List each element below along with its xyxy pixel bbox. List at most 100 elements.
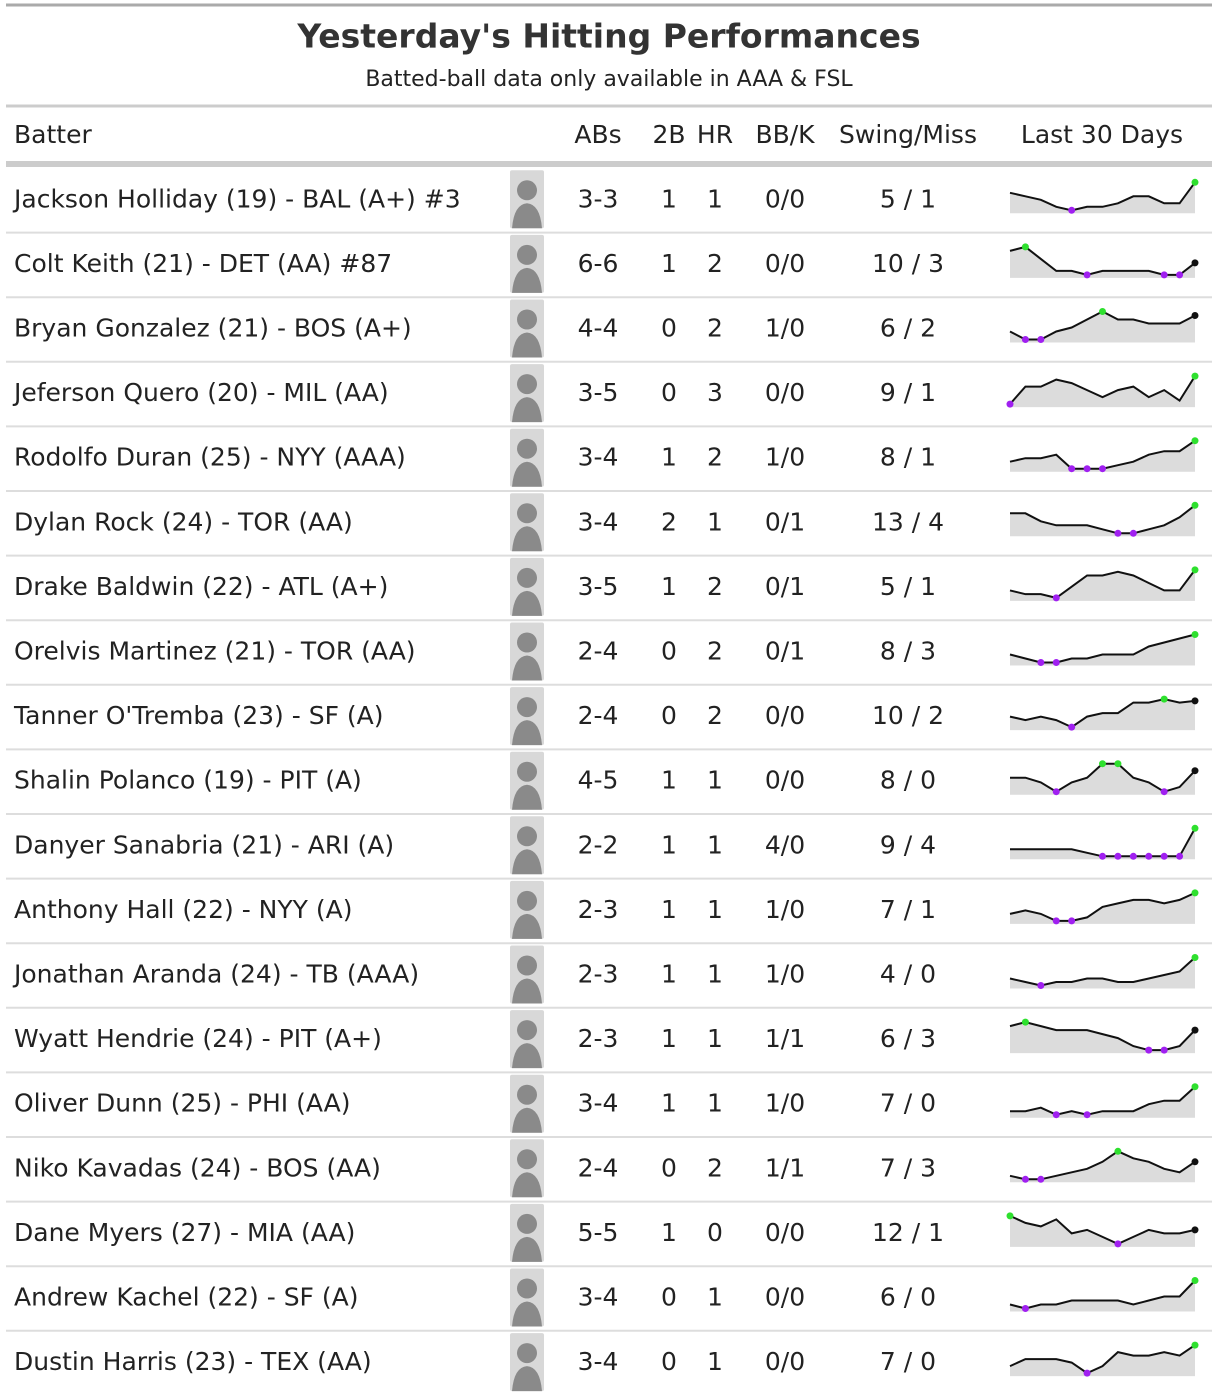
cell: 2-3: [578, 960, 619, 989]
headshot-head: [517, 567, 537, 588]
cell: 10 / 3: [872, 249, 944, 278]
sparkline: [1010, 504, 1196, 535]
cell: 12 / 1: [872, 1218, 944, 1247]
sparkline-point: [1099, 760, 1106, 768]
sparkline-area: [1010, 1280, 1195, 1312]
cell: 0/0: [765, 378, 805, 407]
cell: 7 / 0: [880, 1347, 936, 1376]
cell: 2: [707, 637, 723, 666]
headshot-head: [517, 1343, 537, 1364]
headshot-body: [512, 1043, 542, 1069]
headshot-head: [517, 697, 537, 718]
sparkline-area: [1010, 892, 1195, 924]
cell: 2: [707, 572, 723, 601]
sparkline-point: [1068, 206, 1076, 214]
sparkline-point: [1160, 271, 1168, 279]
sparkline-point: [1191, 1277, 1199, 1284]
title: Yesterday's Hitting Performances: [296, 17, 920, 56]
sparkline-point: [1176, 852, 1184, 860]
sparkline-point: [1099, 465, 1106, 473]
sparkline-point: [1191, 1083, 1199, 1091]
cell: 0: [661, 1283, 677, 1312]
sparkline-point: [1191, 767, 1199, 775]
cell: 1: [707, 766, 723, 795]
sparkline-point: [1083, 1111, 1091, 1119]
sparkline-point: [1083, 465, 1091, 473]
sparkline-point: [1191, 1026, 1199, 1034]
sparkline-point: [1191, 259, 1199, 267]
cell: 0/0: [765, 1218, 805, 1247]
sparkline-area: [1010, 505, 1195, 537]
sparkline-point: [1191, 501, 1199, 509]
headshot-body: [512, 784, 542, 810]
sparkline-point: [1068, 917, 1076, 925]
sparkline-point: [1006, 1212, 1014, 1220]
headshot-head: [517, 1149, 537, 1170]
cell: Jonathan Aranda (24) - TB (AAA): [12, 960, 419, 989]
sparkline-point: [1114, 1240, 1122, 1248]
cell: Shalin Polanco (19) - PIT (A): [14, 766, 362, 795]
cell: 1: [661, 249, 677, 278]
cell: 3-3: [578, 184, 619, 213]
sparkline: [1009, 375, 1196, 405]
cell: 7 / 1: [880, 895, 936, 924]
headshot-body: [512, 397, 542, 423]
cell: 1/0: [765, 314, 805, 343]
cell: 2-4: [578, 637, 619, 666]
cell: 2-4: [578, 701, 619, 730]
headshot-head: [517, 1020, 537, 1041]
headshot-head: [517, 503, 537, 524]
headshot-body: [512, 590, 542, 616]
sparkline-point: [1145, 852, 1153, 860]
cell: 0/0: [765, 249, 805, 278]
column-header: 2B: [652, 120, 685, 149]
sparkline-point: [1191, 566, 1199, 574]
cell: 0/0: [765, 1347, 805, 1376]
cell: Tanner O'Tremba (23) - SF (A): [13, 701, 384, 730]
sparkline-point: [1191, 697, 1199, 705]
sparkline-point: [1021, 1305, 1029, 1312]
cell: 6-6: [578, 249, 619, 278]
cell: 0: [661, 1153, 677, 1182]
sparkline-area: [1010, 1151, 1195, 1183]
sparkline-point: [1099, 852, 1106, 860]
headshot-head: [517, 1084, 537, 1105]
cell: Jackson Holliday (19) - BAL (A+) #3: [12, 184, 461, 213]
cell: Colt Keith (21) - DET (AA) #87: [14, 249, 392, 278]
cell: 1: [707, 960, 723, 989]
cell: 1/0: [765, 443, 805, 472]
subtitle: Batted-ball data only available in AAA &…: [365, 67, 853, 92]
sparkline-point: [1191, 312, 1199, 319]
sparkline-point: [1191, 824, 1199, 832]
sparkline-point: [1083, 1369, 1091, 1377]
sparkline-point: [1037, 659, 1045, 666]
headshot-body: [512, 267, 542, 293]
sparkline-point: [1191, 1226, 1199, 1234]
cell: 1/0: [765, 1089, 805, 1118]
cell: 3-4: [578, 1347, 619, 1376]
cell: 4-5: [578, 766, 619, 795]
sparkline-point: [1160, 852, 1168, 860]
sparkline-area: [1010, 828, 1195, 860]
cell: 1: [661, 766, 677, 795]
headshot-head: [517, 244, 537, 265]
cell: 3: [707, 378, 723, 407]
cell: 0: [707, 1218, 723, 1247]
cell: Wyatt Hendrie (24) - PIT (A+): [14, 1024, 382, 1053]
sparkline-point: [1160, 695, 1168, 703]
column-header: Last 30 Days: [1021, 120, 1183, 149]
cell: 2: [707, 443, 723, 472]
headshot-head: [517, 309, 537, 330]
sparkline-area: [1010, 376, 1195, 408]
headshot-body: [512, 1107, 542, 1133]
cell: 0/0: [765, 184, 805, 213]
cell: Andrew Kachel (22) - SF (A): [14, 1283, 359, 1312]
cell: Dane Myers (27) - MIA (AA): [14, 1218, 355, 1247]
sparkline-area: [1010, 569, 1195, 601]
headshot-head: [517, 955, 537, 976]
cell: 4/0: [765, 830, 805, 859]
sparkline-point: [1052, 594, 1060, 602]
cell: 1/1: [765, 1153, 805, 1182]
headshot-head: [517, 1278, 537, 1299]
sparkline-area: [1010, 311, 1195, 343]
